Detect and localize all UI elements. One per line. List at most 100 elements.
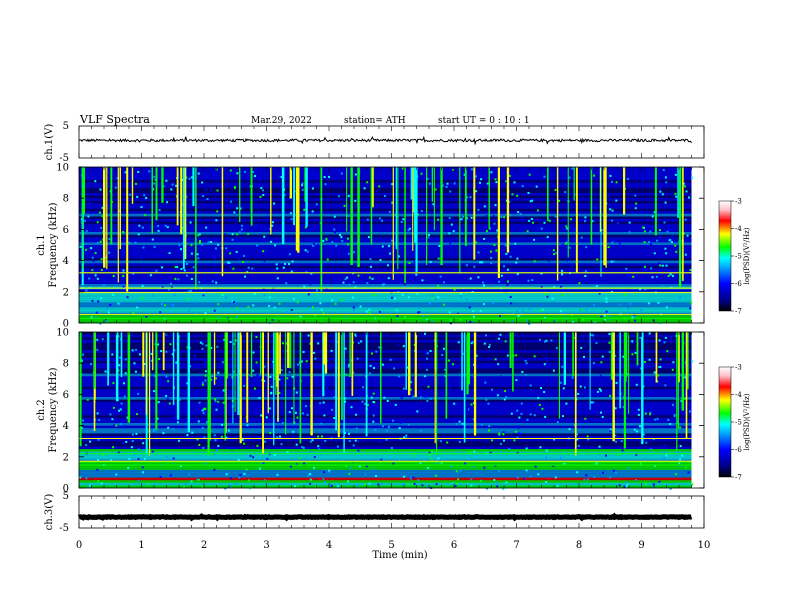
spectrogram-speck [672, 361, 675, 364]
spectrogram-streak [466, 332, 469, 395]
spectrogram-speck [182, 486, 185, 489]
spectrogram-streak [459, 167, 461, 274]
spectrogram-speck [284, 262, 286, 265]
spectrogram-speck [637, 408, 640, 411]
spectrogram-speck [650, 267, 653, 270]
spectrogram-speck [675, 250, 678, 253]
spectrogram-speck [391, 183, 394, 186]
spectrogram-speck [137, 392, 140, 395]
spectrogram-speck [461, 422, 464, 425]
time-tick-label: 10 [698, 540, 711, 551]
spectrogram-speck [204, 374, 207, 377]
spectrogram-speck [367, 211, 369, 214]
spectrogram-speck [141, 226, 144, 229]
spectrogram-speck [645, 441, 648, 444]
spectrogram-speck [254, 387, 256, 390]
spectrogram-speck [449, 319, 452, 322]
spectrogram-speck [301, 413, 304, 416]
spectrogram-speck [453, 288, 456, 291]
spectrogram-streak [79, 332, 82, 447]
spectrogram-speck [247, 266, 250, 269]
spectrogram-band [79, 360, 692, 364]
spectrogram-streak [506, 167, 510, 253]
spectrogram-speck [132, 312, 135, 315]
spectrogram-speck [661, 285, 664, 288]
spectrogram-speck [601, 416, 604, 418]
spectrogram-speck [674, 244, 677, 247]
spectrogram-speck [135, 432, 138, 435]
spectrogram-speck [211, 280, 214, 283]
spectrogram-speck [352, 296, 354, 299]
spectrogram-speck [429, 261, 432, 263]
spectrogram-speck [169, 282, 172, 285]
spectrogram-speck [117, 393, 120, 396]
ch1-waveform-panel: 5 -5 ch.1(V) [44, 121, 705, 164]
spectrogram-speck [418, 311, 421, 314]
header-start-ut: start UT = 0 : 10 : 1 [438, 116, 530, 126]
spectrogram-speck [223, 338, 226, 341]
spectrogram-speck [547, 260, 550, 263]
spectrogram-speck [401, 293, 404, 296]
spectrogram-speck [292, 430, 295, 433]
spectrogram-speck [459, 469, 462, 472]
spectrogram-streak [232, 332, 234, 424]
spectrogram-speck [153, 182, 155, 185]
spectrogram-speck [399, 421, 402, 424]
spectrogram-speck [336, 445, 339, 448]
spectrogram-speck [319, 302, 322, 305]
spectrogram-speck [596, 390, 599, 393]
spectrogram-band [79, 229, 692, 233]
spectrogram-speck [477, 251, 480, 254]
spectrogram-line [79, 292, 692, 294]
time-axis: 0 1 2 3 4 5 6 7 8 9 10 [76, 126, 711, 551]
spectrogram-speck [631, 341, 634, 344]
spectrogram-speck [457, 176, 460, 179]
spectrogram-band [79, 167, 692, 170]
spectrogram-speck [519, 213, 522, 215]
spectrogram-speck [342, 167, 345, 170]
spectrogram-speck [324, 183, 327, 186]
spectrogram-streak [297, 167, 300, 253]
spectrogram-speck [143, 194, 146, 197]
spectrogram-speck [142, 442, 145, 445]
spectrogram-speck [314, 314, 317, 317]
spectrogram-streak [599, 167, 601, 232]
spectrogram-speck [578, 282, 581, 285]
spectrogram-streak [677, 167, 679, 218]
spectrogram-speck [654, 464, 657, 467]
spectrogram-band [79, 195, 692, 199]
spectrogram-speck [688, 410, 691, 413]
spectrogram-speck [331, 241, 334, 244]
spectrogram-speck [517, 211, 520, 213]
spectrogram-speck [306, 413, 309, 416]
spectrogram-speck [525, 319, 528, 322]
spectrogram-speck [628, 231, 631, 234]
spectrogram-speck [595, 249, 598, 252]
spectrogram-streak [410, 167, 413, 200]
spectrogram-speck [368, 308, 371, 311]
spectrogram-speck [262, 461, 265, 464]
spectrogram-speck [330, 484, 333, 487]
spectrogram-speck [354, 286, 357, 289]
spectrogram-speck [514, 246, 517, 249]
spectrogram-speck [619, 303, 622, 306]
spectrogram-speck [664, 384, 667, 387]
spectrogram-speck [377, 483, 380, 486]
spectrogram-speck [85, 289, 88, 292]
spectrogram-band [79, 454, 692, 458]
spectrogram-speck [222, 401, 225, 404]
ch2-spectrogram-ytick-label: 4 [63, 421, 69, 432]
spectrogram-speck [592, 304, 595, 307]
spectrogram-speck [344, 400, 346, 403]
spectrogram-speck [543, 391, 546, 393]
spectrogram-speck [334, 302, 337, 305]
spectrogram-speck [297, 363, 300, 366]
colorbar-tick-label: -7 [735, 308, 742, 316]
spectrogram-speck [215, 440, 218, 443]
spectrogram-speck [641, 210, 644, 213]
spectrogram-speck [576, 471, 579, 474]
spectrogram-speck [369, 265, 372, 268]
spectrogram-streak [279, 332, 281, 374]
spectrogram-speck [288, 263, 290, 265]
spectrogram-speck [463, 462, 466, 465]
